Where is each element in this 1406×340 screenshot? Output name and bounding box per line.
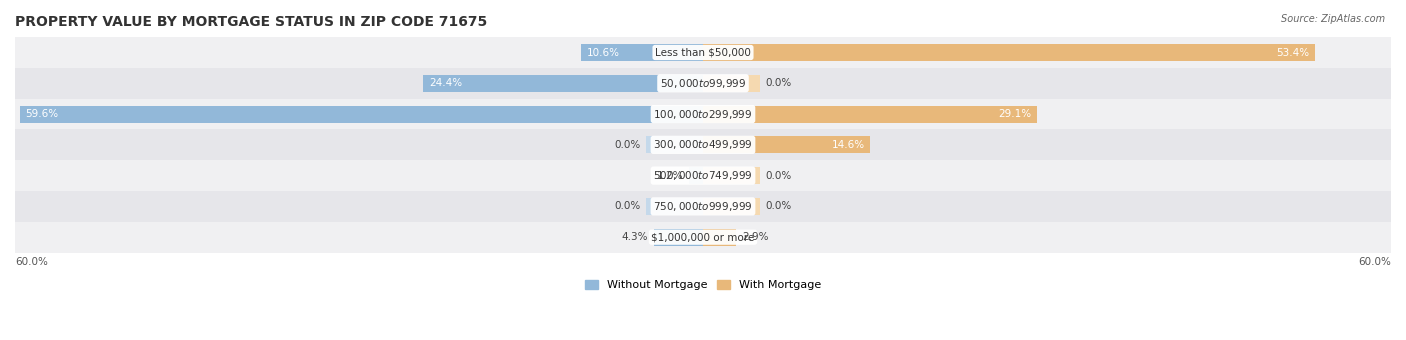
Text: $1,000,000 or more: $1,000,000 or more xyxy=(651,232,755,242)
Legend: Without Mortgage, With Mortgage: Without Mortgage, With Mortgage xyxy=(581,275,825,294)
Text: Source: ZipAtlas.com: Source: ZipAtlas.com xyxy=(1281,14,1385,23)
Bar xyxy=(582,44,703,61)
Bar xyxy=(15,222,1391,253)
Text: 29.1%: 29.1% xyxy=(998,109,1031,119)
Bar xyxy=(423,75,703,92)
Text: 59.6%: 59.6% xyxy=(25,109,59,119)
Text: 1.2%: 1.2% xyxy=(657,171,683,181)
Bar xyxy=(689,167,703,184)
Bar xyxy=(703,44,1316,61)
Text: $500,000 to $749,999: $500,000 to $749,999 xyxy=(654,169,752,182)
Text: $750,000 to $999,999: $750,000 to $999,999 xyxy=(654,200,752,213)
Text: 0.0%: 0.0% xyxy=(765,201,792,211)
Text: 2.9%: 2.9% xyxy=(742,232,769,242)
Text: 0.0%: 0.0% xyxy=(614,201,641,211)
Text: Less than $50,000: Less than $50,000 xyxy=(655,48,751,57)
Text: 4.3%: 4.3% xyxy=(621,232,648,242)
Bar xyxy=(15,160,1391,191)
Text: 0.0%: 0.0% xyxy=(765,171,792,181)
Bar xyxy=(703,229,737,245)
Bar xyxy=(15,99,1391,130)
Bar xyxy=(645,136,703,153)
Bar xyxy=(15,191,1391,222)
Bar xyxy=(15,37,1391,68)
Bar xyxy=(703,136,870,153)
Bar xyxy=(15,68,1391,99)
Text: 10.6%: 10.6% xyxy=(588,48,620,57)
Bar xyxy=(703,75,761,92)
Text: $50,000 to $99,999: $50,000 to $99,999 xyxy=(659,77,747,90)
Bar xyxy=(654,229,703,245)
Bar xyxy=(645,198,703,215)
Text: 60.0%: 60.0% xyxy=(15,257,48,267)
Bar xyxy=(20,106,703,122)
Bar xyxy=(703,106,1036,122)
Text: PROPERTY VALUE BY MORTGAGE STATUS IN ZIP CODE 71675: PROPERTY VALUE BY MORTGAGE STATUS IN ZIP… xyxy=(15,15,488,29)
Bar xyxy=(703,198,761,215)
Text: 53.4%: 53.4% xyxy=(1277,48,1309,57)
Bar xyxy=(703,167,761,184)
Text: 60.0%: 60.0% xyxy=(1358,257,1391,267)
Text: 0.0%: 0.0% xyxy=(614,140,641,150)
Text: 24.4%: 24.4% xyxy=(429,78,463,88)
Bar xyxy=(15,130,1391,160)
Text: 0.0%: 0.0% xyxy=(765,78,792,88)
Text: $100,000 to $299,999: $100,000 to $299,999 xyxy=(654,107,752,121)
Text: 14.6%: 14.6% xyxy=(831,140,865,150)
Text: $300,000 to $499,999: $300,000 to $499,999 xyxy=(654,138,752,151)
